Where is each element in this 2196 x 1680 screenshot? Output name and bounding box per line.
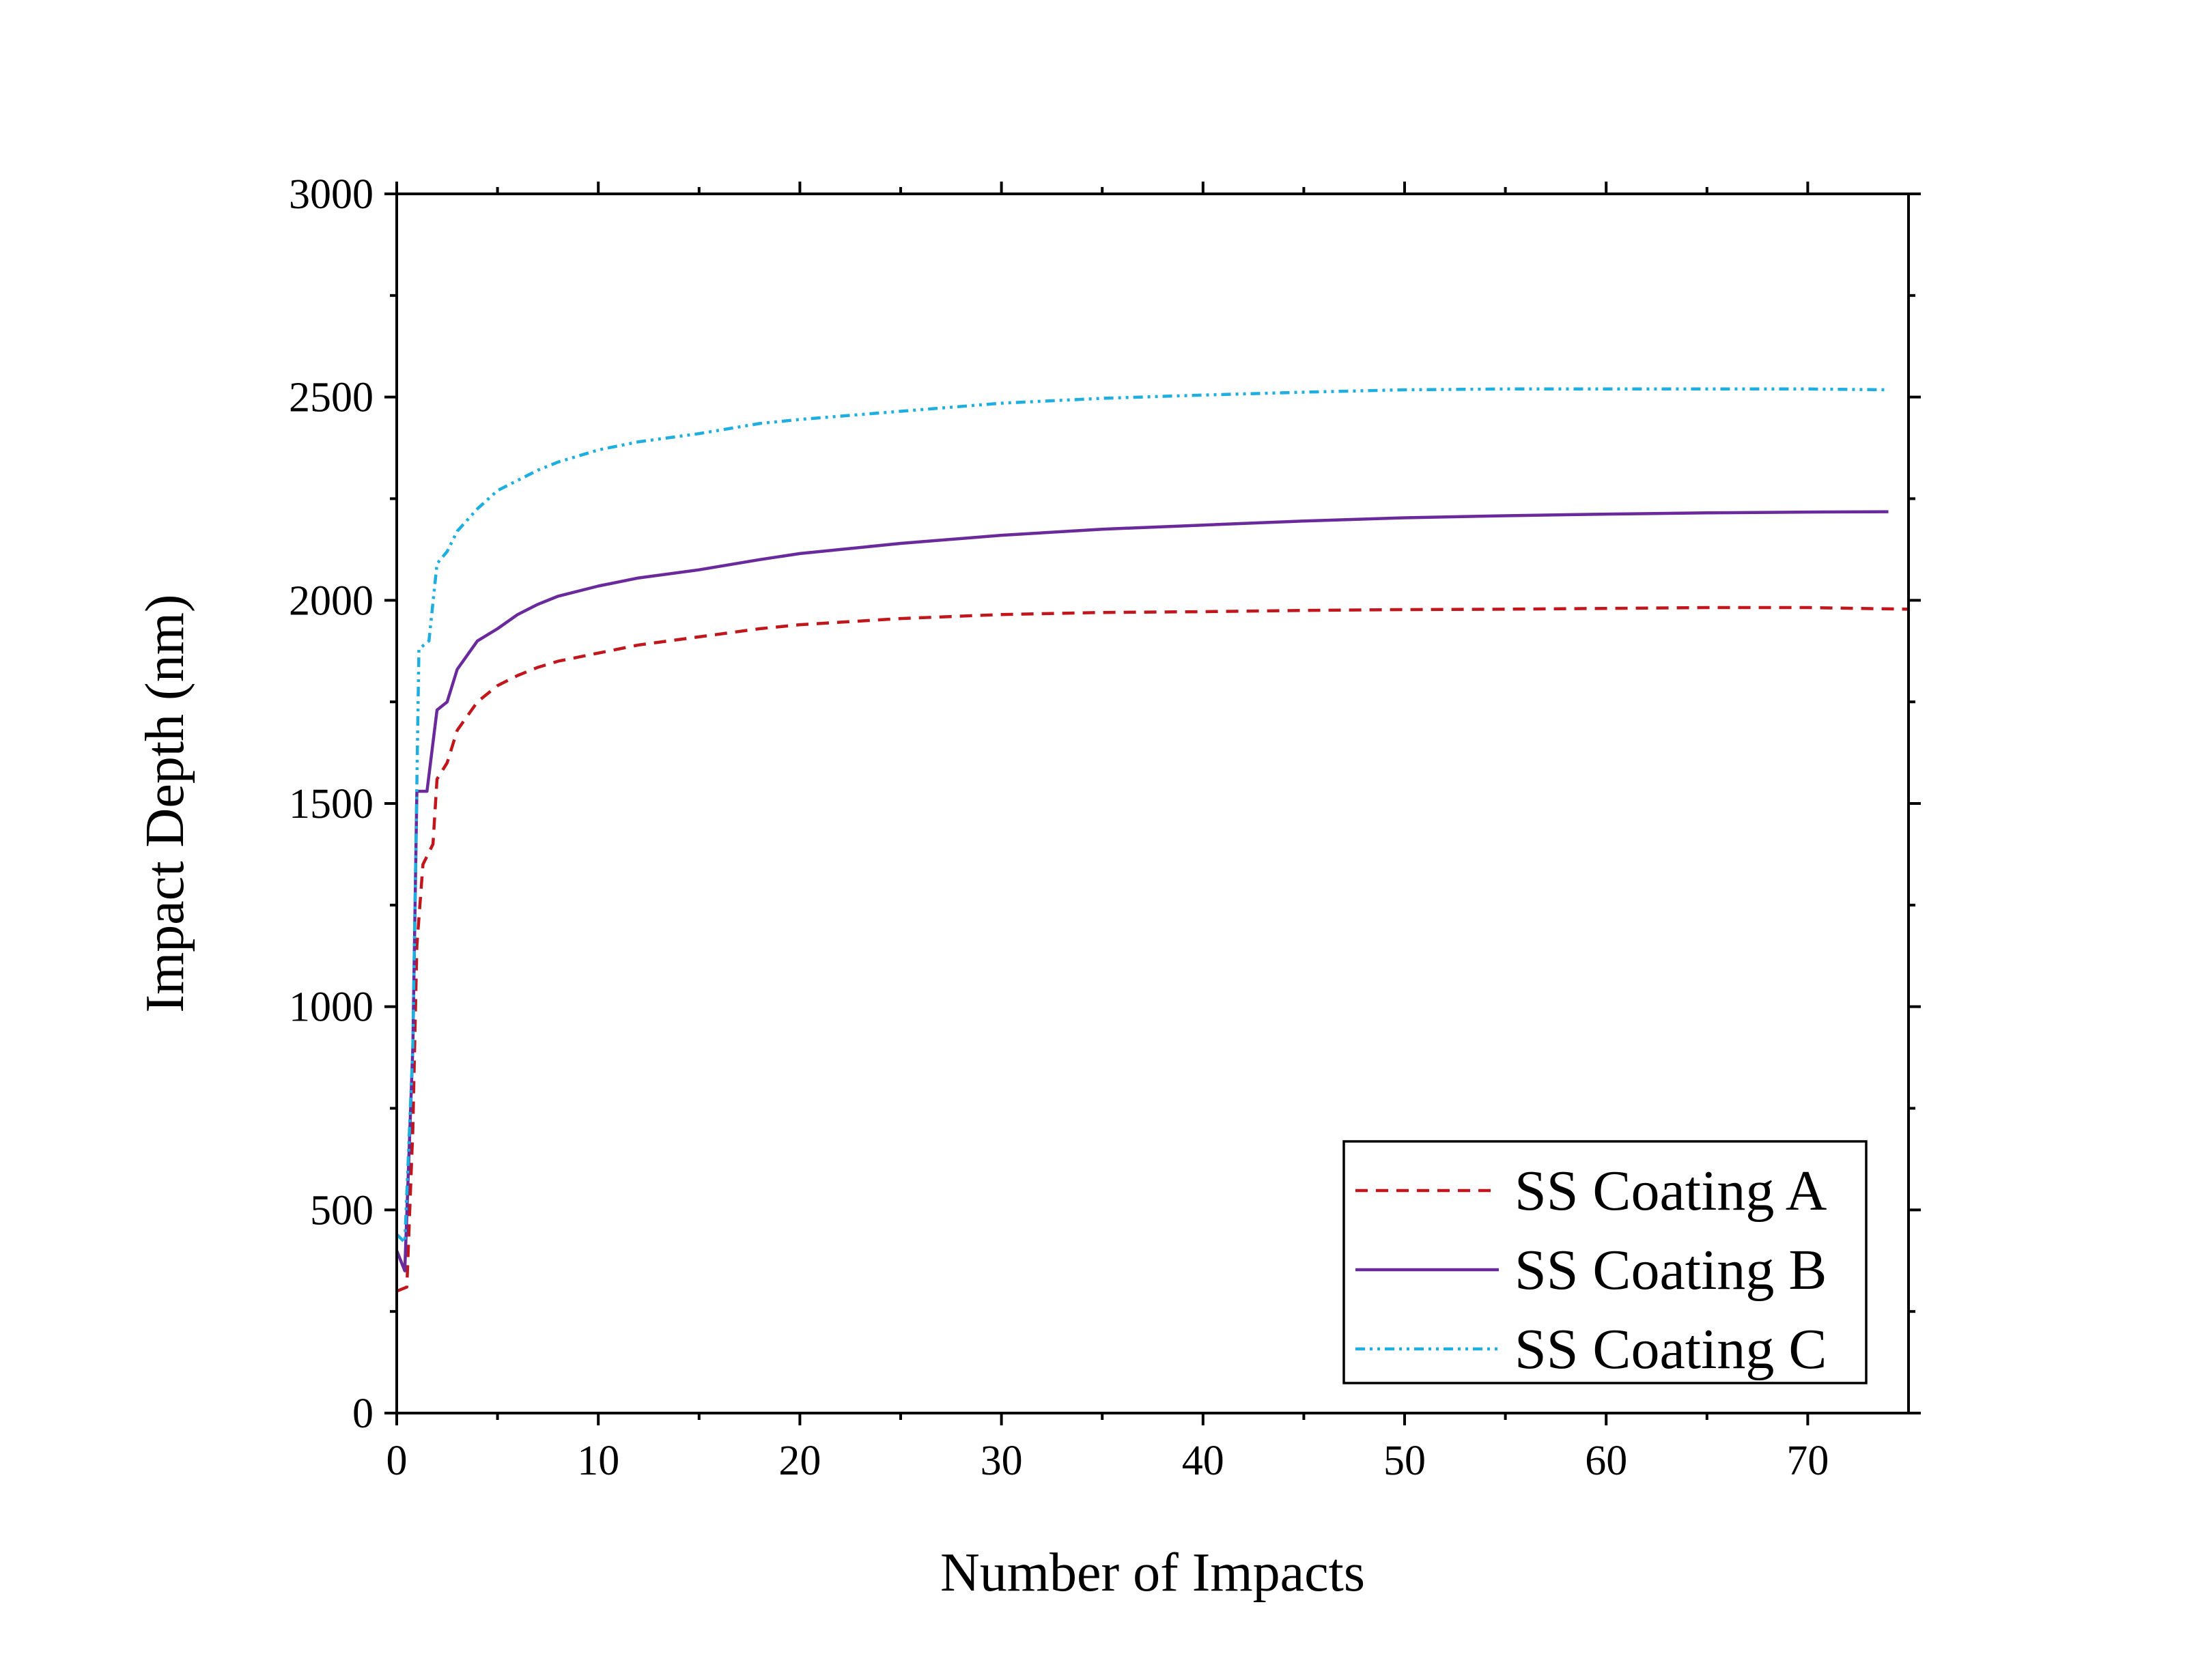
x-tick-label: 30 [981, 1438, 1023, 1484]
legend-label-2: SS Coating B [1515, 1238, 1827, 1302]
x-tick-label: 40 [1182, 1438, 1224, 1484]
y-tick-label: 1000 [289, 984, 374, 1031]
y-tick-label: 1500 [289, 781, 374, 827]
x-tick-label: 20 [778, 1438, 821, 1484]
y-tick-label: 500 [310, 1187, 374, 1234]
series-layer [395, 387, 1909, 1293]
series-line-3 [395, 387, 1889, 1244]
x-tick-label: 50 [1383, 1438, 1426, 1484]
y-tick-label: 2500 [289, 375, 374, 421]
y-tick-label: 3000 [289, 171, 374, 218]
x-tick-label: 60 [1585, 1438, 1627, 1484]
ticks-layer [384, 182, 1921, 1425]
legend: SS Coating A SS Coating B SS Coating C [1342, 1140, 1868, 1384]
x-axis-title: Number of Impacts [940, 1543, 1365, 1603]
x-tick-label: 70 [1786, 1438, 1829, 1484]
series-line-1 [396, 606, 1909, 1293]
tick-labels-layer: 0 10 20 30 40 50 60 70 0 500 1000 1500 2000 2500 3000 [289, 171, 1829, 1484]
legend-label-1: SS Coating A [1515, 1159, 1827, 1223]
series-line-2 [395, 510, 1889, 1272]
legend-label-3: SS Coating C [1515, 1318, 1827, 1381]
legend-box [1342, 1140, 1868, 1384]
x-tick-label: 0 [386, 1438, 408, 1484]
legend-items: SS Coating A SS Coating B SS Coating C [1355, 1159, 1827, 1381]
y-axis-title: Impact Depth (nm) [135, 594, 195, 1012]
y-tick-label: 0 [352, 1391, 374, 1437]
x-tick-label: 10 [577, 1438, 619, 1484]
y-tick-label: 2000 [289, 578, 374, 624]
